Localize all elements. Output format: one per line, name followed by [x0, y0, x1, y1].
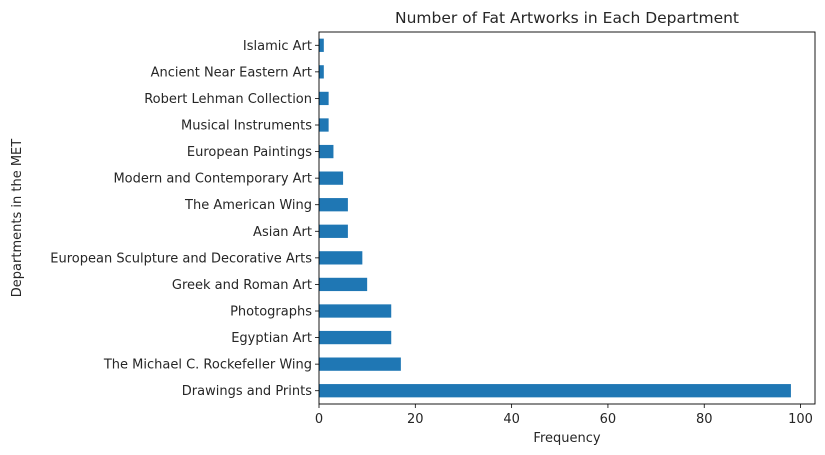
- y-tick-label: Asian Art: [253, 225, 312, 240]
- x-tick-label: 20: [407, 412, 424, 427]
- bar: [319, 357, 401, 371]
- bar: [319, 65, 324, 79]
- y-tick-label: Egyptian Art: [231, 331, 312, 346]
- bars-group: [319, 38, 791, 398]
- y-tick-label: The Michael C. Rockefeller Wing: [103, 358, 312, 373]
- bar: [319, 91, 329, 106]
- y-tick-label: Islamic Art: [243, 39, 312, 54]
- y-axis-ticks: Drawings and Prints The Michael C. Rockef…: [50, 39, 319, 399]
- y-tick-label: European Paintings: [187, 145, 312, 160]
- x-axis-label: Frequency: [533, 431, 600, 446]
- y-axis-label: Departments in the MET: [10, 139, 25, 297]
- y-tick-label: Drawings and Prints: [182, 384, 312, 399]
- y-tick-label: Greek and Roman Art: [172, 278, 312, 293]
- bar: [319, 224, 348, 238]
- bar: [319, 330, 392, 345]
- x-axis-ticks: 0 20 40 60 80 100: [315, 404, 813, 427]
- y-tick-label: Musical Instruments: [181, 119, 312, 134]
- y-tick-label: Robert Lehman Collection: [144, 92, 312, 107]
- y-tick-label: European Sculpture and Decorative Arts: [50, 251, 312, 266]
- x-tick-label: 60: [600, 412, 617, 427]
- y-tick-label: Ancient Near Eastern Art: [151, 65, 312, 80]
- x-tick-label: 0: [315, 412, 323, 427]
- bar: [319, 118, 329, 132]
- y-tick-label: The American Wing: [184, 198, 312, 213]
- y-tick-label: Photographs: [230, 305, 312, 320]
- x-tick-label: 80: [696, 412, 713, 427]
- plot-frame: [318, 31, 816, 405]
- bar: [319, 38, 324, 52]
- bar: [319, 198, 348, 212]
- bar: [319, 171, 344, 185]
- chart-title: Number of Fat Artworks in Each Departmen…: [395, 9, 739, 27]
- bar: [319, 251, 363, 265]
- x-tick-label: 40: [503, 412, 520, 427]
- x-tick-label: 100: [788, 412, 813, 427]
- bar: [319, 144, 334, 159]
- bar: [319, 304, 392, 318]
- bar: [319, 384, 791, 398]
- y-tick-label: Modern and Contemporary Art: [113, 172, 312, 187]
- bar: [319, 277, 368, 292]
